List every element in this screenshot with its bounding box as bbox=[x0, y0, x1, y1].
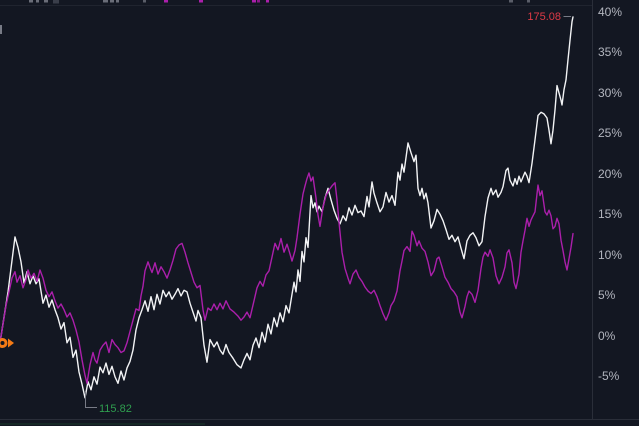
axis-tick: 30% bbox=[598, 86, 622, 100]
axis-tick: 25% bbox=[598, 126, 622, 140]
price-axis-background[interactable] bbox=[593, 0, 639, 419]
orange-start-marker-icon[interactable] bbox=[0, 338, 14, 348]
main-series-line[interactable] bbox=[0, 16, 574, 399]
axis-tick: 15% bbox=[598, 207, 622, 221]
axis-tick: 0% bbox=[598, 329, 616, 343]
axis-tick: 20% bbox=[598, 167, 622, 181]
chart-plot-area[interactable] bbox=[0, 0, 592, 419]
axis-tick: -5% bbox=[598, 369, 620, 383]
low-price-label-text: 115.82 bbox=[99, 403, 132, 415]
high-price-label: 175.08 bbox=[527, 11, 571, 23]
axis-tick: 40% bbox=[598, 5, 622, 19]
low-price-label: 115.82 bbox=[85, 392, 132, 415]
price-axis-area[interactable]: 40% 35% 30% 25% 20% 15% 10% 5% 0% -5% bbox=[593, 0, 639, 419]
axis-tick: 10% bbox=[598, 248, 622, 262]
left-edge-artifact bbox=[0, 25, 2, 34]
last-price-label: 175.08 bbox=[527, 11, 561, 23]
low-label-connector bbox=[85, 392, 97, 408]
compare-series-line[interactable] bbox=[0, 172, 574, 384]
axis-tick: 35% bbox=[598, 45, 622, 59]
cropped-edge-artifacts bbox=[29, 0, 530, 4]
axis-tick: 5% bbox=[598, 288, 616, 302]
